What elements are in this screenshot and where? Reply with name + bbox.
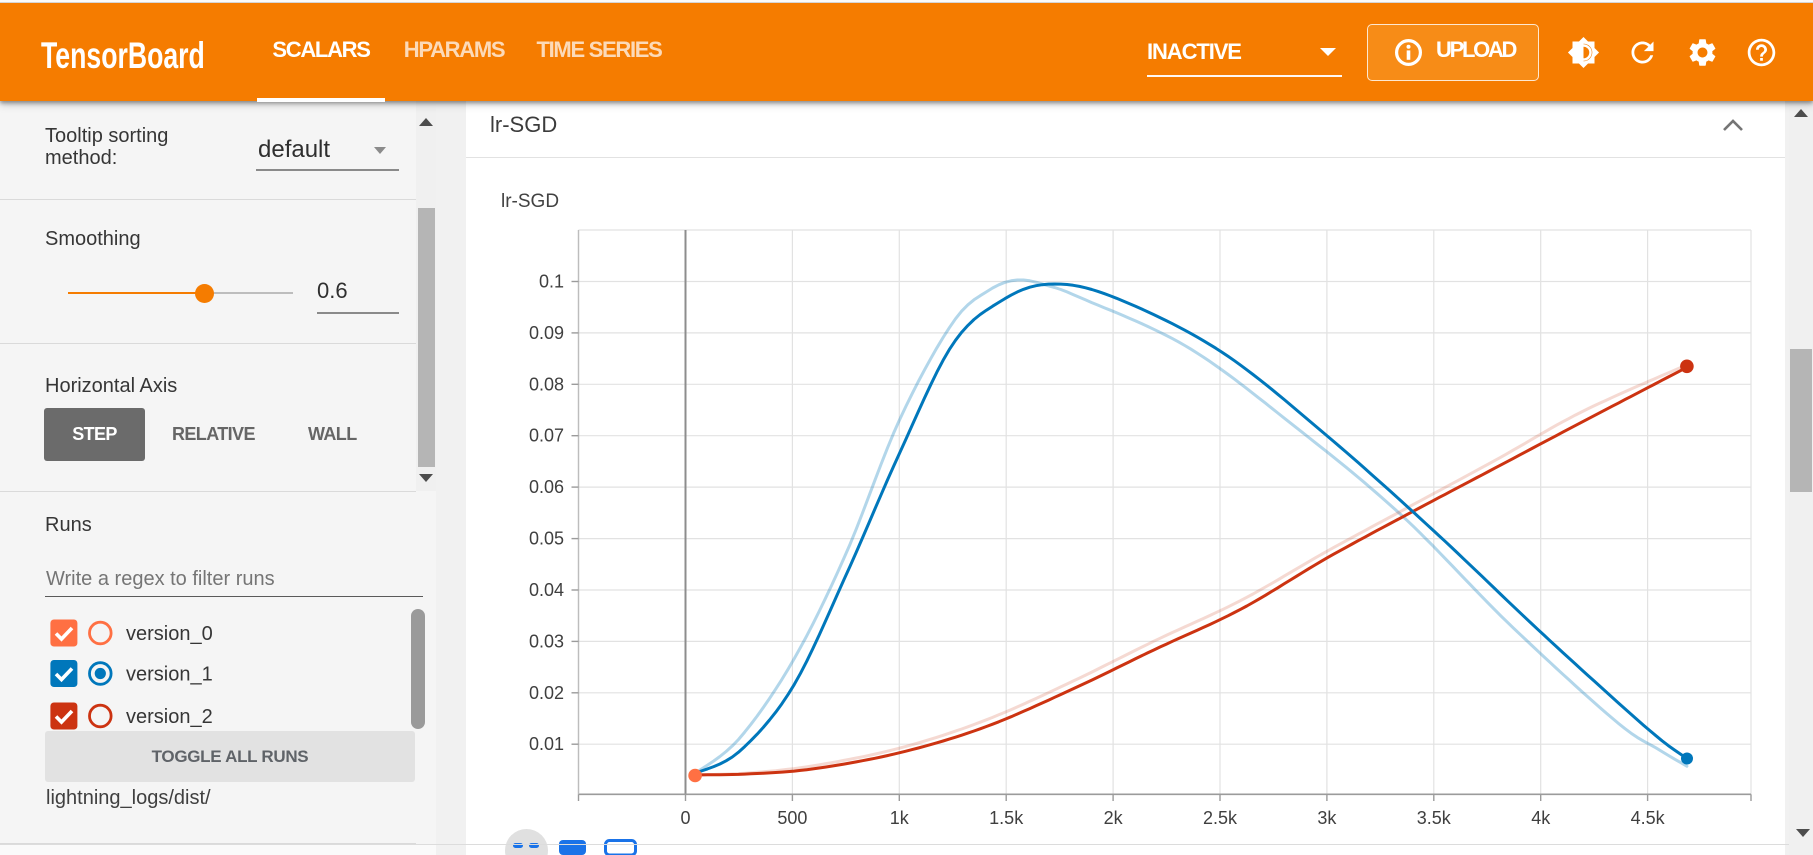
svg-text:0.08: 0.08 <box>529 374 564 394</box>
svg-text:0.09: 0.09 <box>529 323 564 343</box>
svg-text:4k: 4k <box>1531 808 1551 828</box>
svg-text:0.06: 0.06 <box>529 477 564 497</box>
svg-text:version_2: version_2 <box>126 706 213 728</box>
svg-text:2k: 2k <box>1104 808 1124 828</box>
svg-text:0.03: 0.03 <box>529 631 564 651</box>
svg-text:version_0: version_0 <box>126 623 213 645</box>
svg-text:version_1: version_1 <box>126 664 213 686</box>
svg-text:1.5k: 1.5k <box>989 808 1024 828</box>
svg-text:500: 500 <box>777 808 807 828</box>
svg-text:0.01: 0.01 <box>529 734 564 754</box>
svg-text:1k: 1k <box>890 808 910 828</box>
svg-text:0.04: 0.04 <box>529 580 564 600</box>
svg-text:0.1: 0.1 <box>539 272 564 292</box>
svg-text:4.5k: 4.5k <box>1631 808 1666 828</box>
svg-text:0: 0 <box>680 808 690 828</box>
svg-text:0.05: 0.05 <box>529 529 564 549</box>
svg-text:0.07: 0.07 <box>529 426 564 446</box>
svg-text:3k: 3k <box>1317 808 1337 828</box>
svg-text:0.02: 0.02 <box>529 683 564 703</box>
svg-text:2.5k: 2.5k <box>1203 808 1238 828</box>
svg-text:3.5k: 3.5k <box>1417 808 1452 828</box>
